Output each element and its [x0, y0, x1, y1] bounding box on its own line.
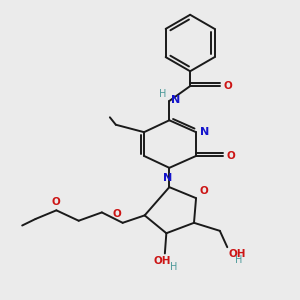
Text: O: O — [52, 197, 61, 207]
Text: O: O — [199, 186, 208, 196]
Text: N: N — [200, 127, 209, 136]
Text: H: H — [159, 88, 166, 99]
Text: N: N — [171, 95, 180, 105]
Text: O: O — [227, 151, 236, 161]
Text: N: N — [163, 173, 172, 183]
Text: H: H — [170, 262, 178, 272]
Text: O: O — [224, 81, 233, 91]
Text: H: H — [235, 255, 242, 265]
Text: OH: OH — [229, 249, 246, 259]
Text: O: O — [112, 209, 121, 219]
Text: OH: OH — [153, 256, 171, 266]
